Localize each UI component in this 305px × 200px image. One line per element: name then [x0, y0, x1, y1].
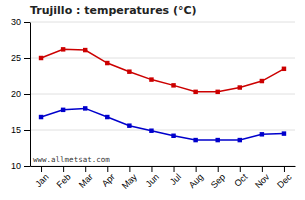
point: [83, 106, 87, 110]
x-tick-label: Sep: [209, 172, 227, 190]
grid-line: [30, 58, 295, 59]
grid-line: [30, 22, 295, 23]
point: [260, 132, 264, 136]
x-tick: Jun: [144, 166, 161, 189]
x-tick: Sep: [209, 166, 227, 190]
x-axis: Jan FebMar AprMay Jun Jul AugSep OctNovDec: [31, 166, 296, 191]
series-line: [41, 49, 284, 91]
x-tick-label: Mar: [77, 172, 95, 190]
point: [149, 77, 153, 81]
y-tick-label: 15: [11, 125, 21, 135]
plot-area: Jan FebMar AprMay Jun Jul AugSep OctNovDec 10 15…: [11, 17, 296, 191]
x-tick: Apr: [100, 166, 117, 189]
x-tick-mark: [107, 166, 108, 172]
point: [83, 48, 87, 52]
x-tick-mark: [240, 166, 241, 172]
x-tick-mark: [63, 166, 64, 172]
point: [127, 123, 131, 127]
grid-line: [30, 166, 295, 167]
y-tick-label: 25: [11, 53, 21, 63]
y-tick-mark: [24, 22, 30, 23]
point: [39, 56, 43, 60]
point: [61, 108, 65, 112]
series-group: [39, 47, 286, 142]
point: [149, 128, 153, 132]
y-tick-label: 10: [11, 161, 21, 171]
x-tick-mark: [174, 166, 175, 172]
x-tick-label: Apr: [100, 172, 117, 189]
x-tick: Oct: [232, 166, 249, 189]
x-tick-mark: [196, 166, 197, 172]
x-tick-mark: [284, 166, 285, 172]
x-tick-label: Aug: [187, 172, 205, 190]
y-tick-mark: [24, 130, 30, 131]
series-line: [41, 108, 284, 140]
x-tick: Dec: [275, 166, 294, 190]
x-tick-mark: [41, 166, 42, 172]
x-tick-label: Feb: [55, 172, 73, 190]
annotation: www.allmetsat.com: [33, 155, 110, 164]
x-tick-label: Dec: [275, 171, 294, 190]
y-tick-mark: [24, 166, 30, 167]
title: Trujillo : temperatures (°C): [30, 4, 197, 17]
x-tick: Feb: [55, 166, 73, 190]
y-tick: 10: [11, 161, 30, 171]
y-tick-mark: [24, 58, 30, 59]
x-tick-label: Oct: [232, 171, 249, 188]
x-tick-mark: [85, 166, 86, 172]
x-tick-mark: [262, 166, 263, 172]
point: [127, 69, 131, 73]
point: [105, 61, 109, 65]
x-tick: Aug: [187, 166, 205, 190]
x-tick: Nov: [253, 166, 272, 190]
y-tick-mark: [24, 94, 30, 95]
x-tick-label: May: [120, 171, 139, 190]
x-tick-label: Jul: [168, 172, 183, 187]
x-axis-line: [31, 166, 296, 167]
point: [193, 138, 197, 142]
grid-line: [30, 130, 295, 131]
grid-line: [30, 94, 295, 95]
x-tick: Jan: [33, 166, 50, 189]
point: [238, 138, 242, 142]
y-tick: 25: [11, 53, 30, 63]
point: [193, 90, 197, 94]
x-tick-mark: [151, 166, 152, 172]
point: [238, 85, 242, 89]
point: [215, 90, 219, 94]
series-markers: [39, 106, 286, 142]
x-tick-mark: [129, 166, 130, 172]
point: [282, 131, 286, 135]
chart: Jan FebMar AprMay Jun Jul AugSep OctNovDec 10 15…: [0, 0, 305, 200]
y-tick: 20: [11, 89, 30, 99]
x-tick: Mar: [77, 166, 95, 190]
point: [39, 115, 43, 119]
point: [61, 47, 65, 51]
point: [171, 134, 175, 138]
y-tick: 15: [11, 125, 30, 135]
point: [215, 138, 219, 142]
point: [105, 115, 109, 119]
grid: [30, 22, 295, 166]
y-axis: 10 15 20 25 30: [11, 17, 31, 171]
x-tick-label: Jun: [144, 172, 161, 189]
x-tick: Jul: [168, 166, 183, 187]
y-tick-label: 30: [11, 17, 21, 27]
point: [282, 67, 286, 71]
series-markers: [39, 47, 286, 94]
x-tick: May: [120, 166, 139, 191]
point: [260, 79, 264, 83]
y-tick-label: 20: [11, 89, 21, 99]
y-axis-line: [30, 23, 31, 167]
y-tick: 30: [11, 17, 30, 27]
point: [171, 83, 175, 87]
x-tick-mark: [218, 166, 219, 172]
x-tick-label: Jan: [33, 172, 50, 189]
x-tick-label: Nov: [253, 171, 272, 190]
